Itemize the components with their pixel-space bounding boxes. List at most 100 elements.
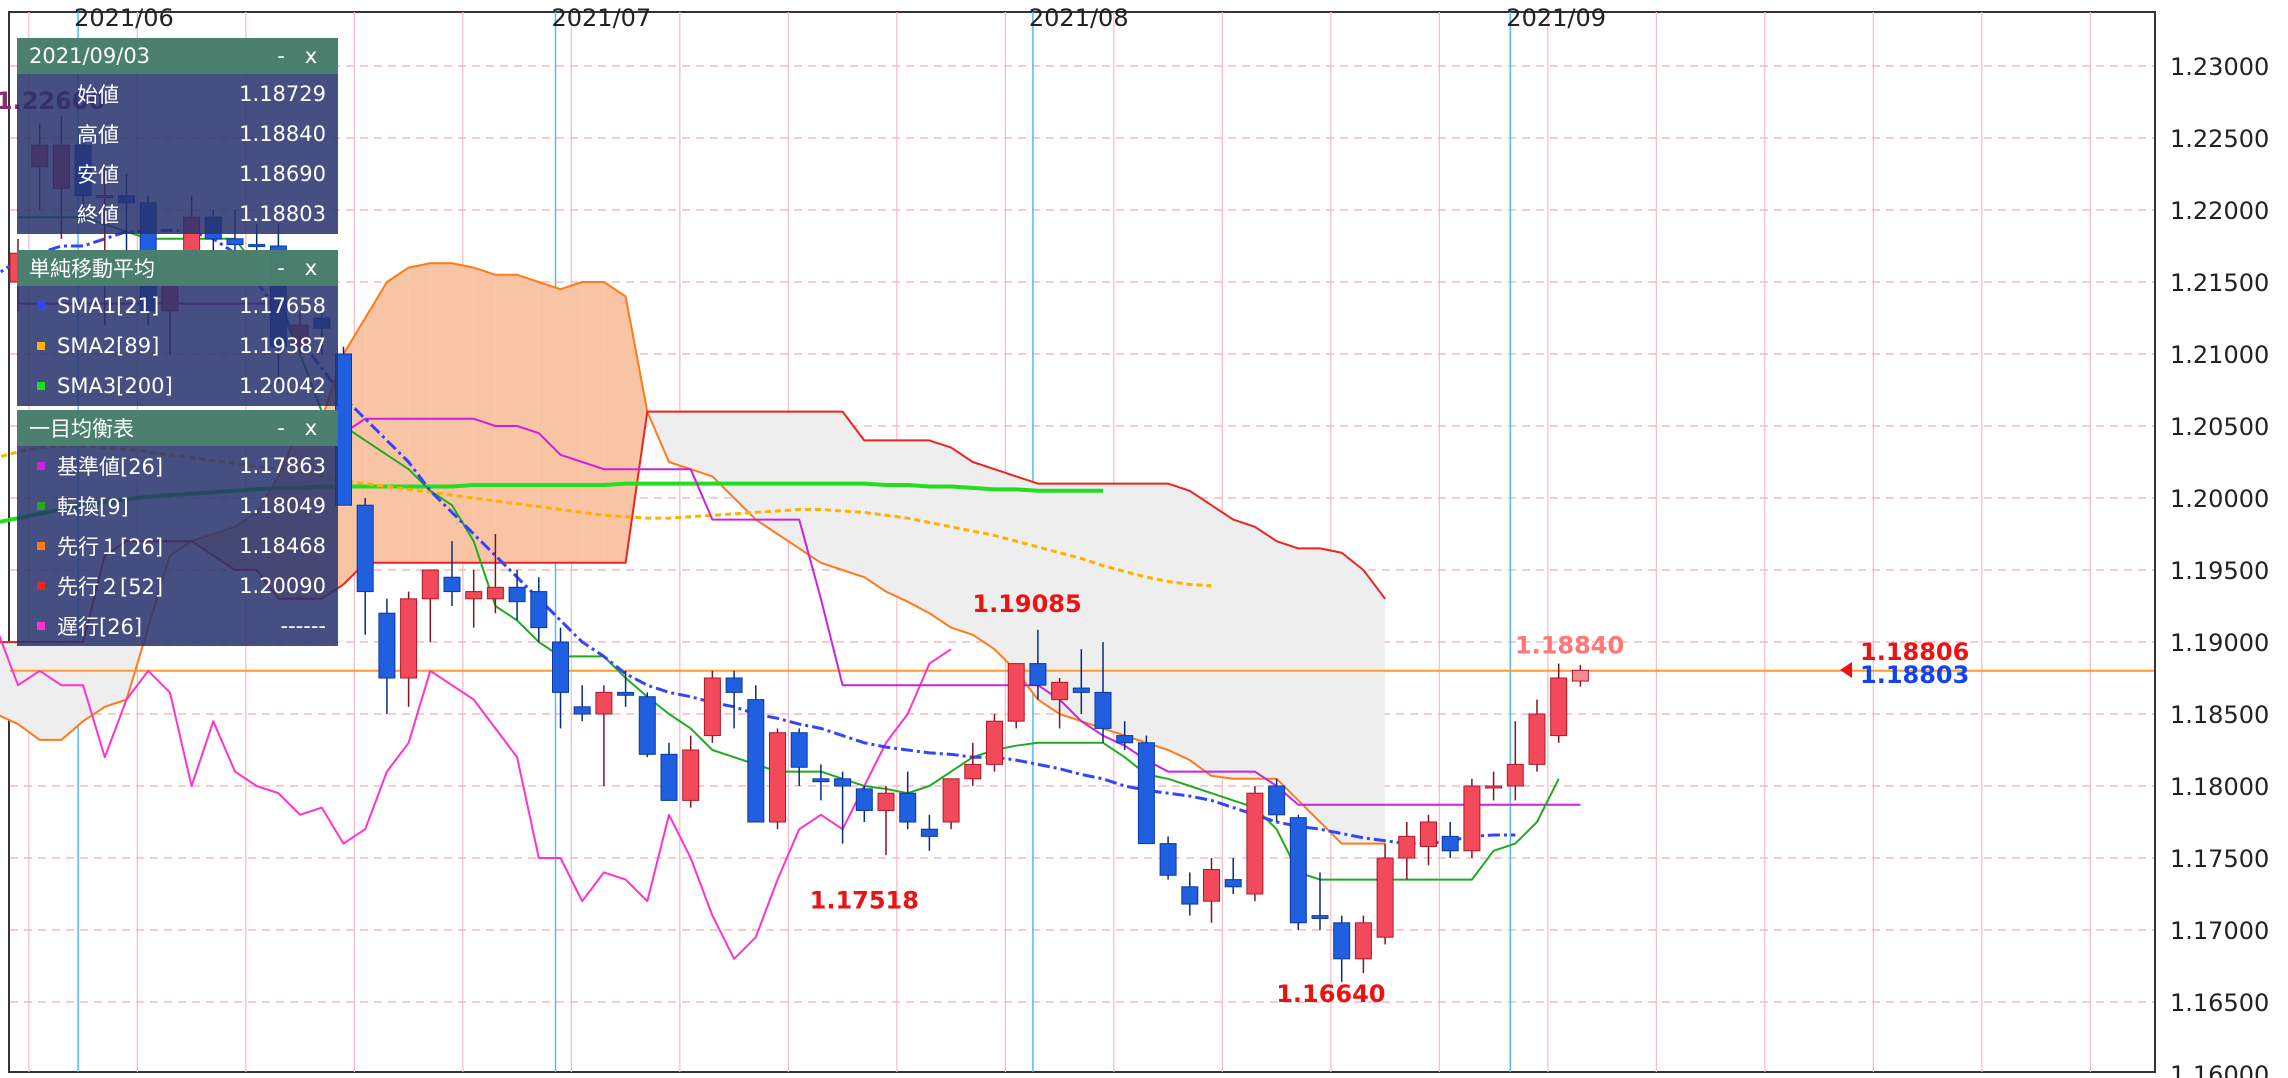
candle [1333,915,1351,982]
kumo-segment [560,282,583,563]
close-button[interactable]: x [304,416,318,440]
y-tick-label: 1.20500 [2170,413,2269,441]
candle-body [769,732,786,823]
kumo-segment [39,642,62,740]
y-tick-label: 1.18500 [2170,701,2269,729]
kumo-segment [365,282,387,563]
price-annotation: 1.19085 [972,590,1081,618]
kumo-segment [799,411,821,563]
candle-body [942,778,960,823]
kumo-segment [1146,483,1169,750]
candle [964,742,982,786]
candle [638,692,656,758]
kumo-segment [1124,483,1147,743]
ohlc-date: 2021/09/03 [29,44,151,68]
kumo-segment [972,462,995,650]
candle [465,570,483,628]
kumo-segment [603,282,626,563]
candle [660,742,678,801]
kumo-segment [1254,526,1277,779]
y-tick-label: 1.18000 [2170,773,2269,801]
kumo-segment [755,411,778,534]
candle-body [1246,792,1264,895]
legend-label: SMA3[200] [57,374,173,398]
candle-body [486,586,504,600]
legend-label: 転換[9] [57,495,129,519]
sma-row: SMA1[21] 1.17658 [17,286,338,326]
kumo-segment [61,642,84,740]
candle-body [812,778,830,783]
close-button[interactable]: x [304,44,318,68]
kumo-segment [430,263,452,563]
candle [1094,642,1112,743]
candle-body [552,641,569,693]
candle [1007,663,1025,729]
minimize-button[interactable]: - [277,256,285,280]
legend-value: 1.20090 [239,574,326,598]
ohlc-panel-header: 2021/09/03 - x [17,38,338,74]
candle [986,714,1003,772]
legend-swatch [37,502,45,510]
candle [747,685,765,823]
y-tick-label: 1.22500 [2170,125,2269,153]
price-annotation: 1.16640 [1276,980,1385,1008]
kumo-segment [386,267,409,563]
legend-swatch [37,542,45,550]
candle [1051,678,1069,729]
close-button[interactable]: x [304,256,318,280]
kumo-segment [864,440,886,592]
price-axis: 1.23000 1.22500 1.22000 1.21500 1.21000 1.205… [2170,53,2269,1078]
y-tick-label: 1.17000 [2170,917,2269,945]
y-tick-label: 1.20000 [2170,485,2269,513]
kumo-segment [886,440,908,602]
candle [421,569,439,642]
candle-body [421,569,439,600]
candle-body [747,699,765,823]
legend-label: 遅行[26] [57,615,143,639]
candle [1203,858,1220,923]
x-tick-label: 2021/07 [552,4,652,32]
x-tick-label: 2021/06 [74,4,174,32]
sma-row: SMA2[89] 1.19387 [17,326,338,366]
minimize-button[interactable]: - [277,416,285,440]
kumo-segment [951,447,973,635]
x-tick-label: 2021/08 [1029,4,1129,32]
kumo-segment [18,642,40,740]
candle [1441,822,1459,858]
candle-body [920,828,938,837]
ohlc-label: 安値 [77,163,119,187]
kumo-segment [907,440,930,614]
candle-body [530,591,548,629]
sma-panel-title: 単純移動平均 [29,257,155,281]
candle [1550,663,1568,743]
kumo-segment [1059,483,1082,722]
kumo-segment [1016,476,1038,700]
kumo-segment [777,411,800,549]
legend-value: 1.20042 [239,374,326,398]
candle [400,591,418,707]
price-tag: 1.18806 [1860,638,1969,666]
candle-body [1333,922,1351,960]
candle-body [248,244,266,248]
candle-body [1289,817,1307,924]
kumo-segment [1320,548,1342,844]
ohlc-row-close: 終値 1.18803 [17,194,338,234]
kumo-segment [1298,548,1320,822]
candle-body [378,612,396,679]
candle [378,598,396,714]
legend-value: 1.18468 [239,534,326,558]
kumo-segment [712,411,735,498]
candle [573,685,591,722]
kumo-segment [408,263,431,563]
candle [769,728,786,830]
candle-body [1203,869,1220,902]
ichimoku-panel-title: 一目均衡表 [29,417,134,441]
kumo-segment [994,469,1017,671]
minimize-button[interactable]: - [277,44,285,68]
candle [1268,778,1286,822]
ohlc-row-low: 安値 1.18690 [17,154,338,194]
price-marker-arrow [1840,662,1852,678]
kumo-segment [1233,519,1255,779]
candle-body [595,691,613,715]
